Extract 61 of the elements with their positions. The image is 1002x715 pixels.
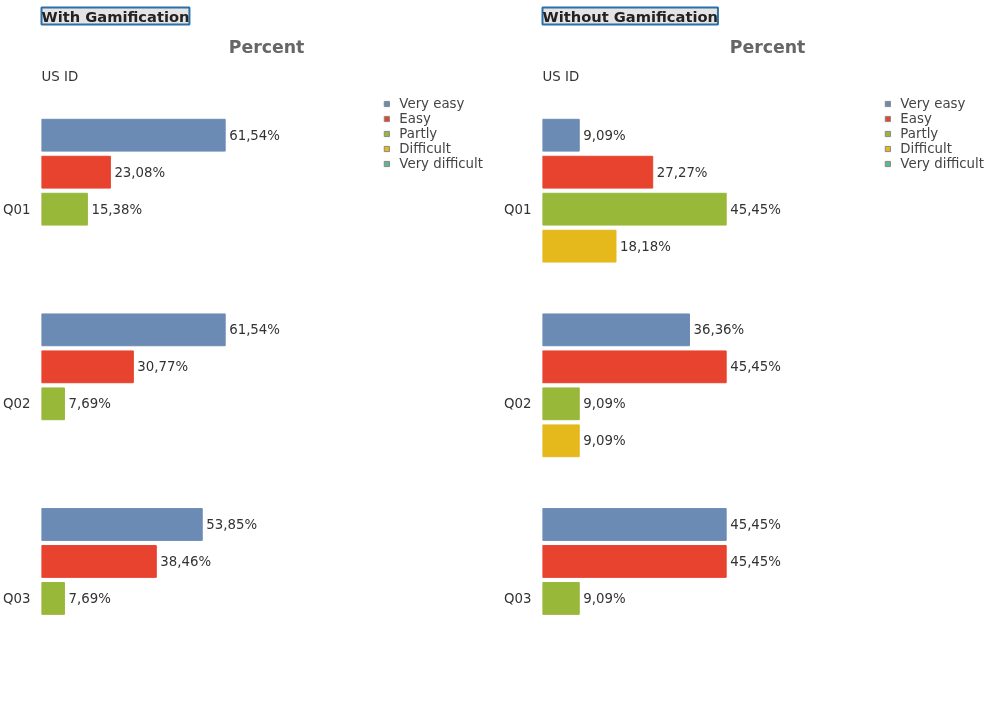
legend-label: Very easy <box>900 96 966 111</box>
bar <box>41 508 203 541</box>
data-label: 45,45% <box>730 359 781 375</box>
legend-label: Easy <box>900 111 932 126</box>
data-label: 61,54% <box>229 322 280 338</box>
text: Percent <box>729 36 806 57</box>
bar <box>41 387 65 421</box>
y-tick-label: Q03 <box>3 590 31 606</box>
bar <box>41 350 134 384</box>
data-label: 27,27% <box>656 164 708 180</box>
legend-label: Difficult <box>399 141 451 156</box>
data-label: 30,77% <box>137 359 189 375</box>
data-label: 38,46% <box>160 553 212 569</box>
data-label: 45,45% <box>730 516 781 532</box>
data-label: 9,09% <box>583 590 626 606</box>
data-label: 7,69% <box>68 590 111 606</box>
bar <box>542 192 727 226</box>
bar <box>542 313 690 347</box>
bar <box>542 582 580 615</box>
y-tick-label: Q03 <box>504 590 532 606</box>
legend-label: Easy <box>399 111 431 126</box>
legend-label: Partly <box>900 126 939 141</box>
bar <box>542 229 617 263</box>
data-label: 9,09% <box>583 396 626 412</box>
data-label: 18,18% <box>619 238 671 254</box>
bar <box>41 155 111 189</box>
bar <box>542 508 727 541</box>
data-label: 7,69% <box>68 396 111 412</box>
bar <box>41 118 226 152</box>
legend-label: Very easy <box>399 96 465 111</box>
data-label: 15,38% <box>91 201 143 217</box>
data-label: 45,45% <box>730 201 781 217</box>
bar <box>41 313 226 347</box>
y-axis-title: US ID <box>41 68 79 84</box>
legend-label: Difficult <box>900 141 952 156</box>
bar <box>542 424 580 458</box>
data-label: 61,54% <box>229 127 280 143</box>
bar <box>542 350 727 384</box>
data-label: 9,09% <box>583 127 626 143</box>
data-label: 23,08% <box>114 164 166 180</box>
bar <box>542 545 727 578</box>
y-axis-title: US ID <box>542 68 580 84</box>
data-label: 45,45% <box>730 553 781 569</box>
data-label: 53,85% <box>206 516 258 532</box>
data-label: 36,36% <box>693 322 745 338</box>
bar <box>41 545 157 578</box>
chart-title: Without Gamification <box>542 7 718 25</box>
bar <box>542 118 580 152</box>
text: Percent <box>228 36 305 57</box>
legend-label: Partly <box>399 126 438 141</box>
bar <box>41 582 65 615</box>
legend-label: Very difficult <box>900 156 984 171</box>
bar <box>542 387 580 421</box>
data-label: 9,09% <box>583 433 626 449</box>
bar <box>542 155 654 189</box>
y-tick-label: Q02 <box>3 396 31 412</box>
y-tick-label: Q02 <box>504 396 532 412</box>
legend-label: Very difficult <box>399 156 483 171</box>
y-tick-label: Q01 <box>3 201 31 217</box>
y-tick-label: Q01 <box>504 201 532 217</box>
bar <box>41 192 88 226</box>
